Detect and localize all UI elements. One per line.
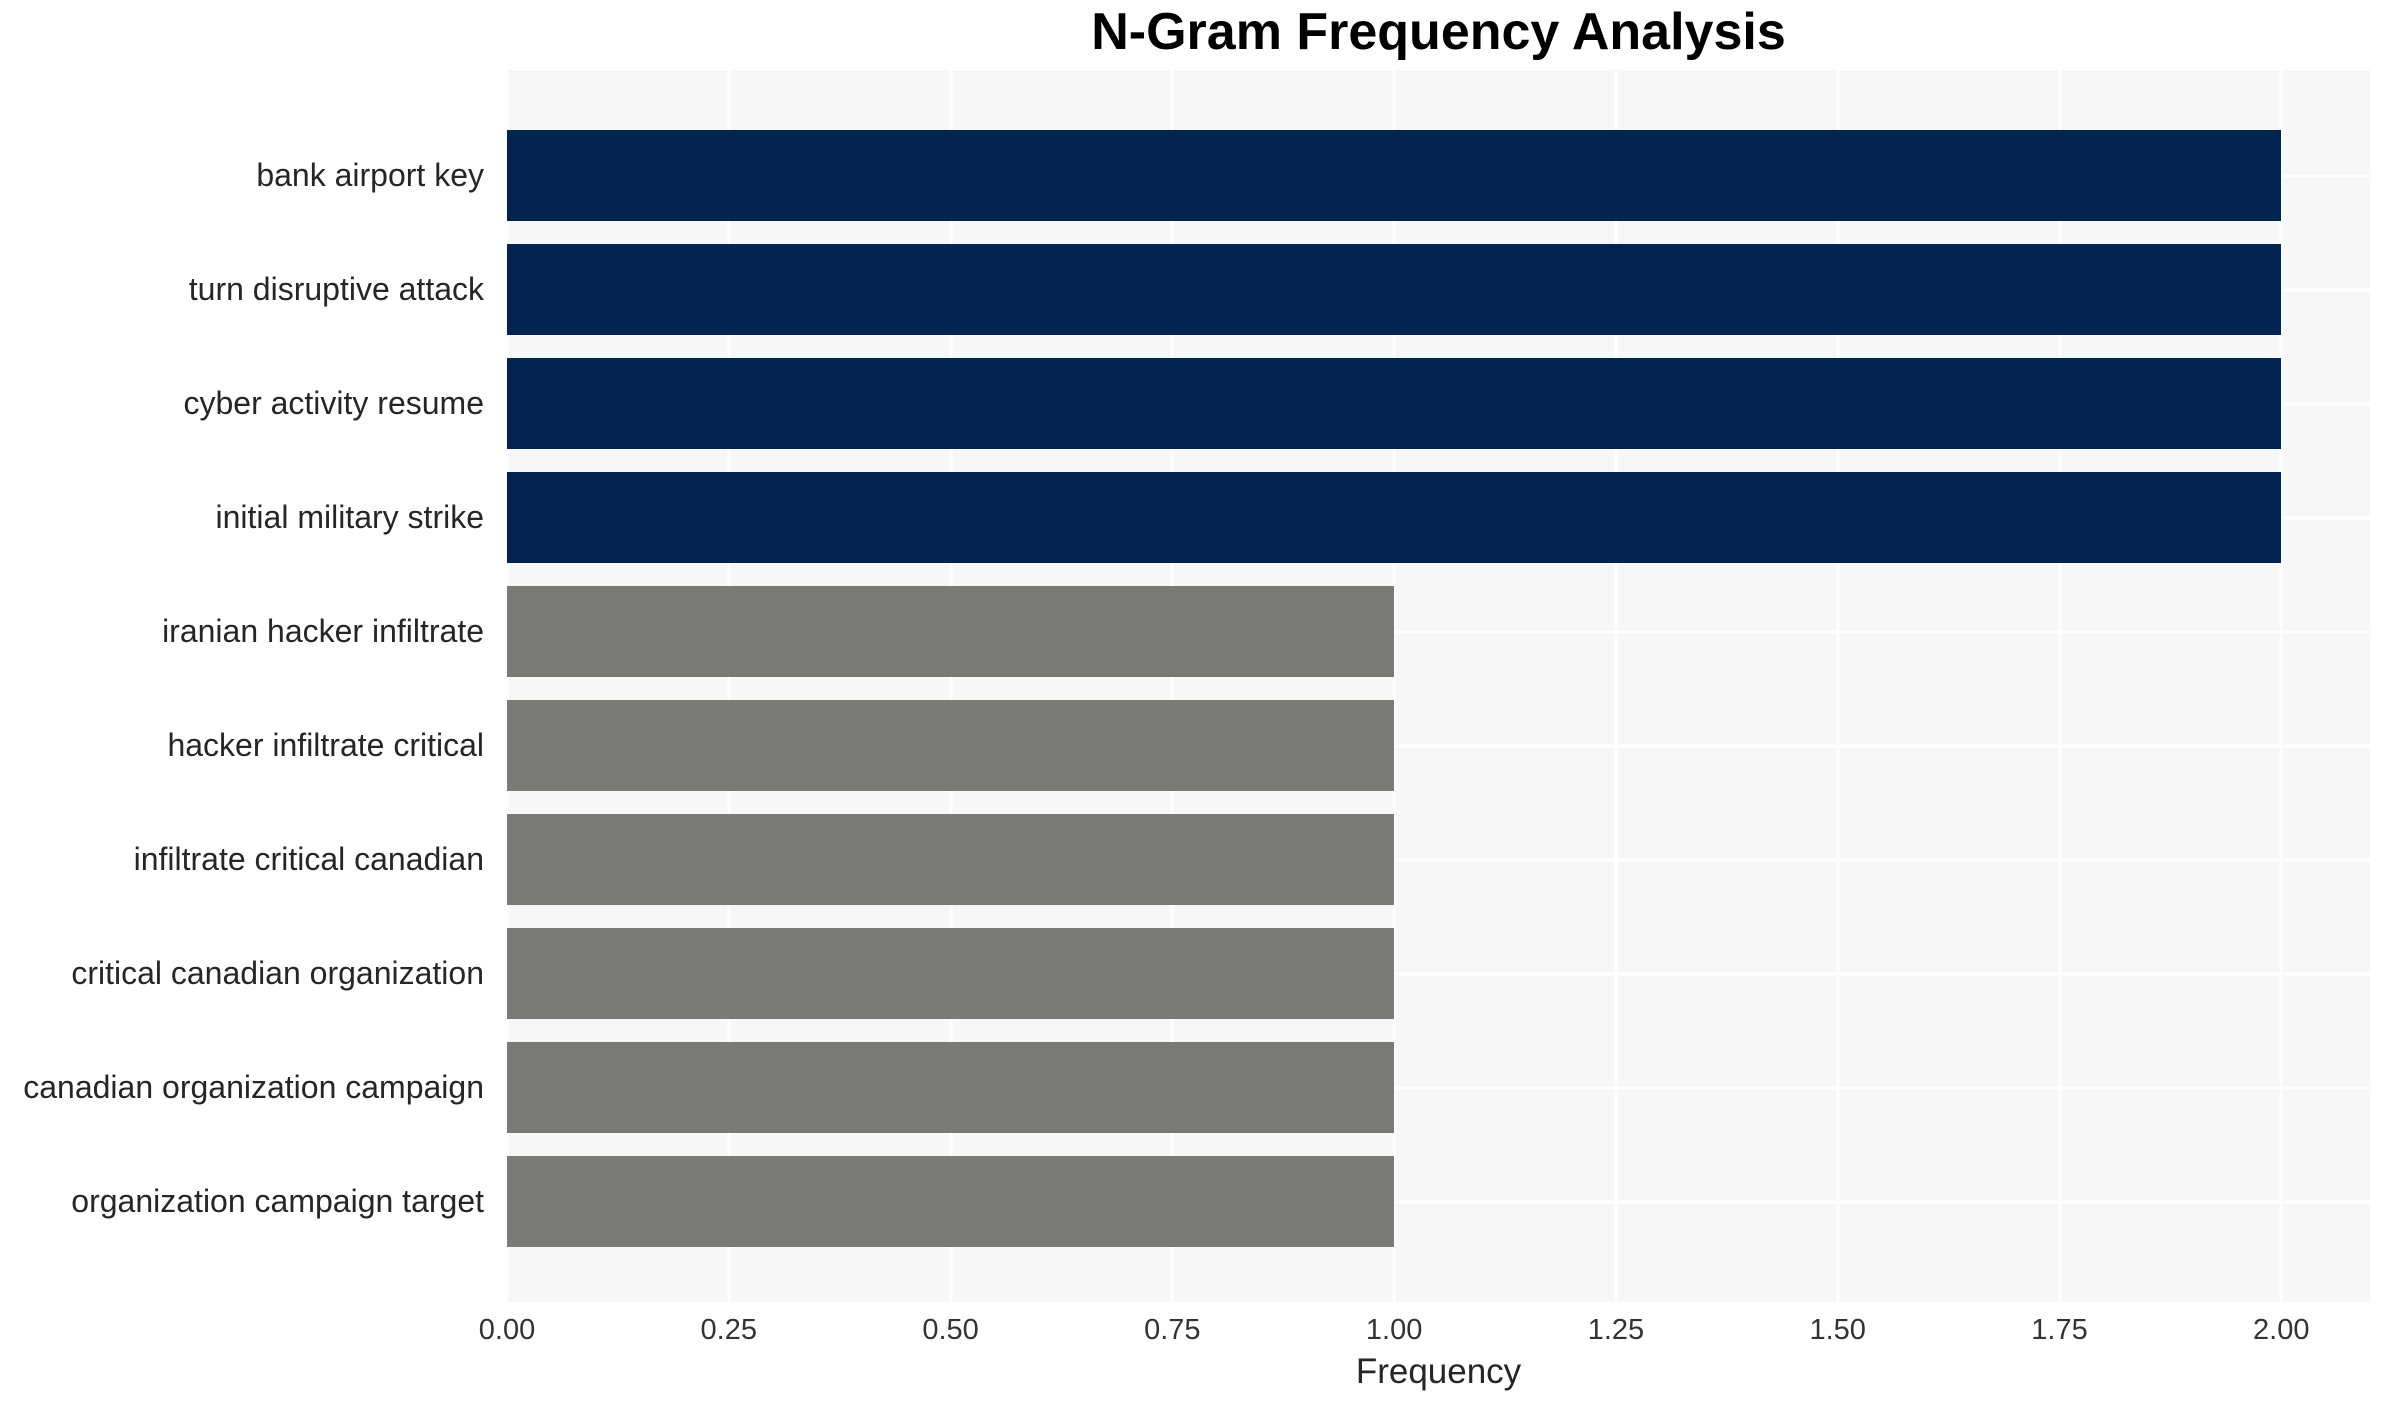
bar-row [507,358,2370,449]
v-gridline [1170,70,1174,1302]
bar [507,700,1395,791]
h-gridline [507,1200,2370,1203]
bar [507,358,2282,449]
bar-row [507,586,2370,677]
bar [507,586,1395,677]
y-tick-label: hacker infiltrate critical [167,727,484,763]
x-tick-label: 0.75 [1144,1314,1201,1346]
bar [507,244,2282,335]
bar-row [507,814,2370,905]
y-tick-label: organization campaign target [71,1183,484,1219]
y-axis-labels: bank airport key turn disruptive attack cy… [0,130,494,1247]
v-gridline [1614,70,1618,1302]
y-tick-label: bank airport key [256,157,484,193]
bar [507,130,2282,221]
x-tick-label: 0.00 [478,1314,536,1346]
y-tick-label: initial military strike [215,499,484,535]
v-gridline [1392,70,1396,1302]
bar [507,472,2282,563]
bar [507,1156,1395,1247]
bar-row [507,244,2370,335]
x-tick-label: 1.25 [1587,1314,1645,1346]
x-axis-ticks: 0.00 0.25 0.50 0.75 1.00 1.25 1.50 1.75 2.00 [479,1314,2370,1350]
x-tick-label: 1.50 [1809,1314,1866,1346]
bar-row [507,1156,2370,1247]
bar [507,1042,1395,1133]
bar-row [507,700,2370,791]
x-tick-label: 0.50 [922,1314,979,1346]
h-gridline [507,1086,2370,1089]
y-tick-label: cyber activity resume [183,385,484,421]
bar-row [507,472,2370,563]
y-tick-label: infiltrate critical canadian [133,841,484,877]
bar-row [507,1042,2370,1133]
x-axis-title: Frequency [1355,1352,1522,1391]
bar-rows [507,130,2370,1247]
bar [507,928,1395,1019]
v-gridline [1836,70,1840,1302]
x-tick-label: 0.25 [700,1314,758,1346]
v-gridline [2058,70,2061,1302]
bar [507,814,1395,905]
bar-row [507,130,2370,221]
y-tick-label: canadian organization campaign [23,1069,484,1105]
h-gridline [507,744,2370,747]
plot-area [507,70,2370,1302]
bar-row [507,928,2370,1019]
v-gridline [949,70,953,1302]
h-gridline [507,858,2370,861]
v-gridline [507,70,509,1302]
y-tick-label: turn disruptive attack [188,271,484,307]
h-gridline [507,630,2370,633]
x-tick-label: 1.75 [2031,1314,2088,1346]
h-gridline [507,972,2370,975]
chart-title: N-Gram Frequency Analysis [1091,3,1786,61]
v-gridline [2279,70,2283,1302]
x-tick-label: 2.00 [2253,1314,2310,1346]
v-gridline [727,70,731,1302]
x-tick-label: 1.00 [1365,1314,1423,1346]
y-tick-label: iranian hacker infiltrate [162,613,484,649]
y-tick-label: critical canadian organization [71,955,484,991]
